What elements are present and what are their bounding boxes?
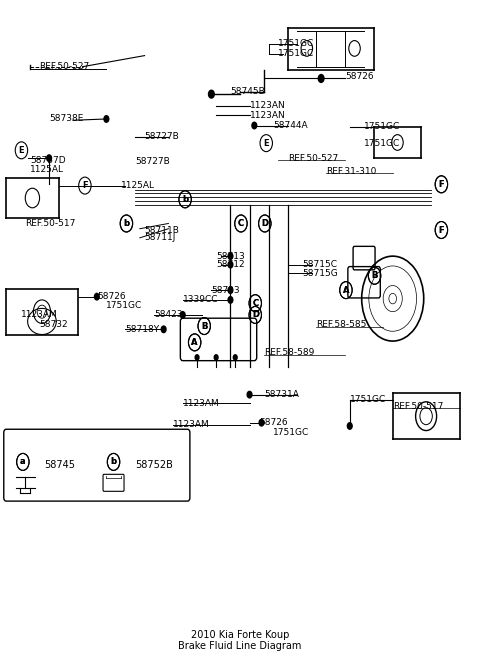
Text: REF.31-310: REF.31-310 [326,167,376,176]
Text: 58727B: 58727B [135,157,170,166]
Text: A: A [343,285,349,295]
Text: 58726: 58726 [259,419,288,427]
Text: E: E [264,138,269,148]
Text: F: F [439,226,444,234]
Text: B: B [201,321,207,331]
Text: F: F [439,226,444,234]
Text: 1751GC: 1751GC [107,300,143,310]
Text: 1751GC: 1751GC [350,396,386,404]
Text: 58732: 58732 [39,320,68,329]
Circle shape [228,261,233,268]
Text: 58745: 58745 [44,460,75,470]
Text: 1751GC: 1751GC [364,139,400,148]
Text: 58726: 58726 [97,292,125,301]
Text: F: F [439,180,444,189]
Text: REF.50-517: REF.50-517 [393,402,443,411]
Text: 1125AL: 1125AL [120,181,155,190]
Text: B: B [201,321,207,331]
Circle shape [180,312,185,318]
Circle shape [214,355,218,360]
Circle shape [228,253,233,259]
Text: C: C [252,298,258,308]
Text: 58723: 58723 [211,285,240,295]
Text: REF.50-527: REF.50-527 [288,154,338,163]
Text: 58731A: 58731A [264,390,299,399]
Circle shape [208,91,214,98]
Text: 58715C: 58715C [302,260,337,269]
Text: B: B [372,271,378,280]
Text: C: C [252,298,258,308]
Text: 58711J: 58711J [144,234,176,242]
Text: A: A [192,338,198,347]
Text: D: D [261,219,268,228]
Text: B: B [372,271,378,280]
Text: 58737D: 58737D [30,156,66,165]
Text: D: D [252,310,259,319]
Circle shape [348,422,352,429]
Text: 1123AM: 1123AM [173,420,210,429]
Text: F: F [439,180,444,189]
Text: 58715G: 58715G [302,268,338,277]
Text: 58752B: 58752B [135,460,173,470]
Text: 1751GC: 1751GC [278,49,314,58]
Text: REF.58-589: REF.58-589 [264,348,314,358]
Text: A: A [192,338,198,347]
Circle shape [233,355,237,360]
Text: 1123AM: 1123AM [183,399,219,407]
Text: 1123AN: 1123AN [250,102,285,110]
Text: 1751GC: 1751GC [278,39,314,49]
Circle shape [161,326,166,333]
Text: 58745B: 58745B [230,87,265,96]
Circle shape [318,75,324,83]
Text: 58711B: 58711B [144,226,180,234]
Text: 58423: 58423 [154,310,182,319]
Text: a: a [20,457,25,466]
Text: 2010 Kia Forte Koup
Brake Fluid Line Diagram: 2010 Kia Forte Koup Brake Fluid Line Dia… [178,630,302,651]
Text: 58744A: 58744A [274,121,308,130]
Text: REF.50-517: REF.50-517 [25,219,76,228]
Circle shape [228,287,233,293]
Text: A: A [343,285,349,295]
Text: 1339CC: 1339CC [183,295,218,304]
Circle shape [247,392,252,398]
Text: 58738E: 58738E [49,114,84,123]
Circle shape [259,419,264,426]
Text: C: C [238,219,244,228]
Text: b: b [182,195,188,204]
Circle shape [195,355,199,360]
Circle shape [104,115,109,122]
Circle shape [47,155,51,161]
Text: 1123AN: 1123AN [250,111,285,119]
Text: D: D [261,219,268,228]
Text: 1123AM: 1123AM [21,310,57,319]
Text: REF.50-527: REF.50-527 [39,62,90,72]
Text: E: E [19,146,24,155]
Text: b: b [123,219,130,228]
Text: 58712: 58712 [216,260,245,269]
Text: 1751GC: 1751GC [364,122,400,131]
Text: REF.58-585: REF.58-585 [316,320,367,329]
Text: b: b [123,219,130,228]
Text: 1751GC: 1751GC [274,428,310,437]
Text: F: F [82,181,88,190]
Text: 1125AL: 1125AL [30,165,64,174]
Circle shape [228,297,233,303]
Text: 58726: 58726 [345,72,373,81]
Text: C: C [238,219,244,228]
Text: b: b [182,195,188,204]
Text: b: b [110,457,117,466]
Text: 58727B: 58727B [144,132,180,141]
Text: 58713: 58713 [216,252,245,260]
Circle shape [252,122,257,129]
Text: a: a [20,457,25,466]
Text: D: D [252,310,259,319]
Text: b: b [110,457,117,466]
Circle shape [95,293,99,300]
Text: 58718Y: 58718Y [125,325,159,334]
